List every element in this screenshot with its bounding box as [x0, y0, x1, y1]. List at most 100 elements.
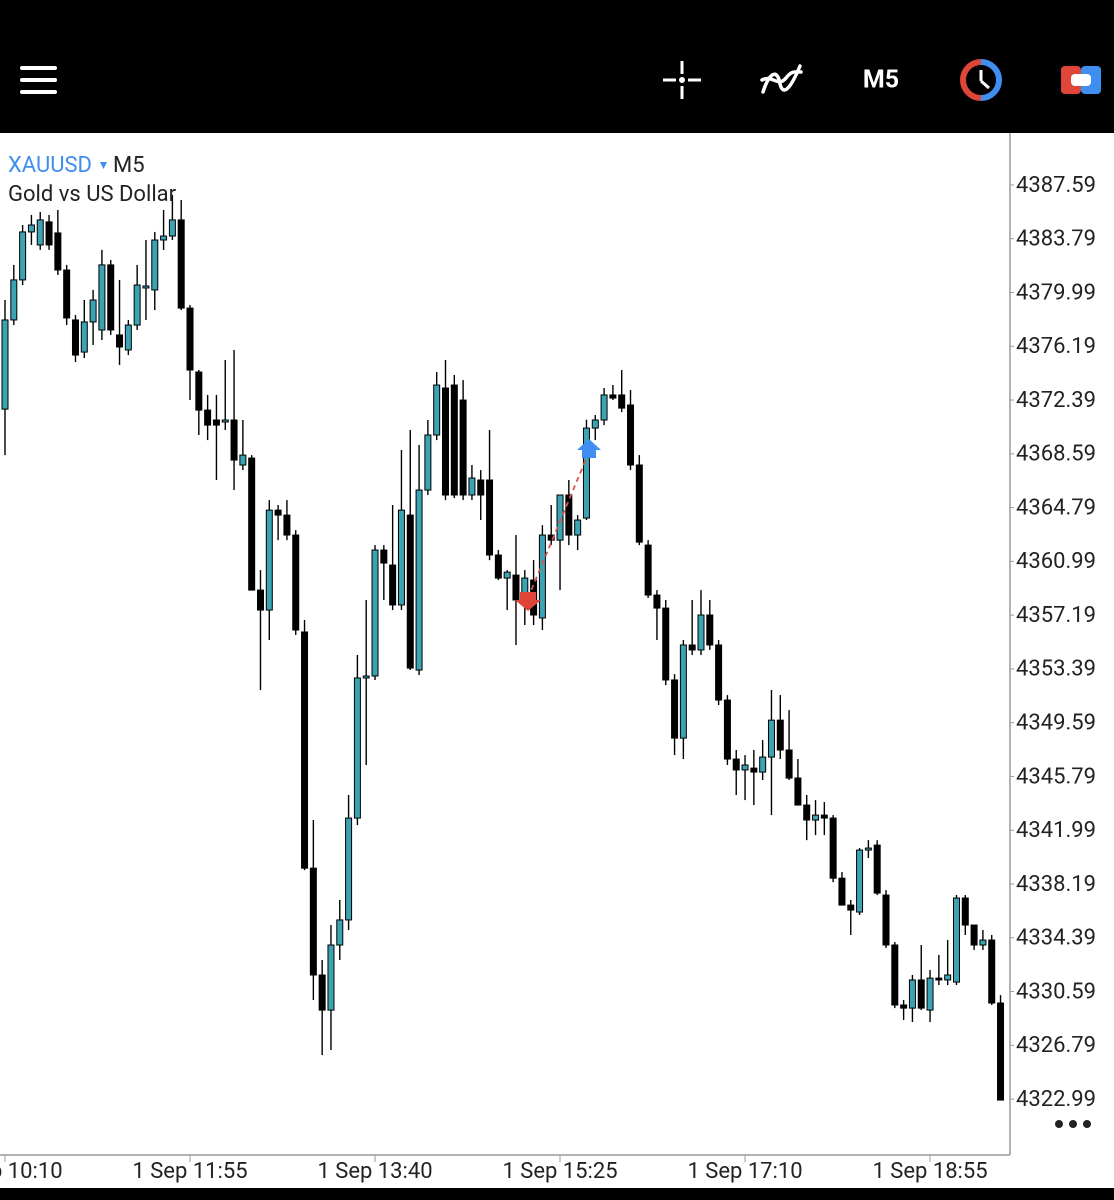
candle-body	[917, 979, 925, 1009]
candle-body	[503, 571, 511, 579]
candle-body	[759, 756, 767, 773]
y-tick-label: 4353.39	[1016, 657, 1096, 682]
candle-body	[494, 554, 502, 579]
y-tick-label: 4334.39	[1016, 926, 1096, 951]
candle-body	[318, 974, 326, 1011]
candle-body	[662, 607, 670, 681]
candle-body	[327, 944, 335, 1011]
y-tick-label: 4330.59	[1016, 979, 1096, 1004]
crosshair-button[interactable]	[663, 61, 701, 99]
candle-body	[627, 404, 635, 466]
candle-body	[820, 814, 828, 819]
candle-body	[27, 224, 35, 233]
candle-body	[618, 394, 626, 409]
history-button[interactable]	[960, 59, 1002, 101]
candle-body	[776, 719, 784, 751]
candle-body	[970, 924, 978, 946]
y-tick-label: 4372.39	[1016, 388, 1096, 413]
candle-body	[750, 767, 758, 773]
candle-body	[204, 409, 212, 426]
x-tick-label: 1 Sep 18:55	[872, 1159, 987, 1184]
candle-body	[71, 319, 79, 356]
candle-body	[847, 904, 855, 911]
candle-body	[635, 464, 643, 543]
menu-button[interactable]	[20, 66, 57, 94]
candle-body	[856, 849, 864, 913]
y-tick-label: 4364.79	[1016, 495, 1096, 520]
symbol-dropdown[interactable]	[100, 162, 107, 169]
candle-body	[961, 897, 969, 926]
candle-body	[309, 867, 317, 976]
candle-body	[732, 758, 740, 771]
candle-body	[723, 699, 731, 760]
y-tick-label: 4322.99	[1016, 1087, 1096, 1112]
candle-body	[829, 817, 837, 879]
candle-body	[574, 519, 582, 536]
candle-body	[80, 321, 88, 353]
candle-body	[882, 894, 890, 946]
candle-body	[706, 614, 714, 646]
candle-body	[512, 574, 520, 601]
candle-body	[107, 264, 115, 331]
candle-body	[935, 977, 943, 981]
candle-body	[177, 219, 185, 309]
candle-body	[239, 454, 247, 466]
candle-body	[794, 777, 802, 806]
x-tick-label: 1 Sep 17:10	[687, 1159, 802, 1184]
x-tick-label: 1 Sep 10:10	[0, 1159, 63, 1184]
candle-body	[116, 334, 124, 348]
y-tick-label: 4338.19	[1016, 872, 1096, 897]
y-tick-label: 4383.79	[1016, 227, 1096, 252]
chart-title: Gold vs US Dollar	[8, 182, 177, 207]
candle-body	[98, 264, 106, 331]
candle-body	[36, 219, 44, 246]
candle-body	[168, 219, 176, 237]
candle-body	[591, 419, 599, 429]
candle-body	[547, 534, 555, 541]
candle-body	[292, 534, 300, 631]
candle-body	[424, 434, 432, 491]
candle-body	[997, 1002, 1005, 1101]
candle-body	[812, 814, 820, 821]
x-tick-label: 1 Sep 15:25	[502, 1159, 617, 1184]
symbol[interactable]: XAUUSD	[8, 153, 92, 178]
candle-body	[151, 239, 159, 291]
y-tick-label: 4376.19	[1016, 334, 1096, 359]
candle-body	[944, 974, 952, 981]
trade-markers	[515, 439, 601, 611]
trade-button[interactable]	[1061, 66, 1101, 94]
candle-body	[609, 394, 617, 399]
timeframe-button[interactable]: M5	[863, 66, 899, 95]
candle-body	[371, 549, 379, 677]
y-tick-label: 4345.79	[1016, 764, 1096, 789]
candle-body	[283, 514, 291, 536]
candle-body	[389, 564, 397, 606]
candle-body	[380, 549, 388, 564]
candle-body	[212, 419, 220, 426]
chart-timeframe: M5	[113, 153, 145, 178]
more-button[interactable]	[1055, 1120, 1091, 1128]
candle-body	[345, 817, 353, 921]
candle-body	[864, 847, 872, 851]
candle-body	[644, 544, 652, 596]
candle-body	[671, 679, 679, 739]
candle-body	[186, 307, 194, 371]
candle-body	[908, 979, 916, 1009]
y-tick-label: 4326.79	[1016, 1033, 1096, 1058]
time-axis: 1 Sep 10:10 1 Sep 11:55 1 Sep 13:40 1 Sep 1…	[0, 1155, 988, 1184]
toolbar	[0, 0, 1114, 133]
indicators-button[interactable]	[760, 64, 803, 94]
candle-body	[362, 675, 370, 679]
candle-body	[230, 419, 238, 461]
y-tick-label: 4357.19	[1016, 603, 1096, 628]
candle-body	[442, 387, 449, 496]
candle-body	[988, 939, 996, 1004]
candle-body	[353, 677, 361, 819]
candle-body	[785, 749, 793, 779]
y-tick-label: 4341.99	[1016, 818, 1096, 843]
candle-body	[195, 371, 203, 411]
candle-body	[415, 489, 423, 671]
candle-body	[741, 764, 749, 771]
